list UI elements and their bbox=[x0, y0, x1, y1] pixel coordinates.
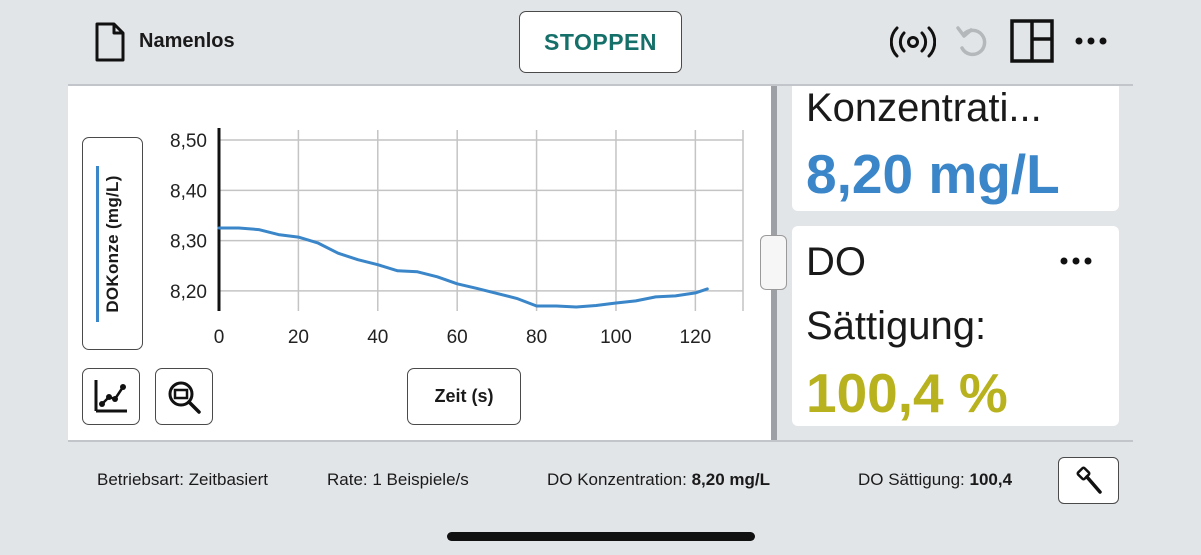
meter-more-icon[interactable] bbox=[1060, 256, 1092, 266]
splitter-handle[interactable] bbox=[760, 235, 787, 290]
status-saturation: DO Sättigung: 100,4 bbox=[858, 470, 1012, 490]
x-tick-label: 60 bbox=[447, 327, 468, 348]
x-tick-label: 40 bbox=[367, 327, 388, 348]
status-saturation-label: DO Sättigung: bbox=[858, 470, 965, 489]
x-tick-label: 100 bbox=[600, 327, 632, 348]
saturation-meter[interactable]: DO Sättigung: 100,4 % bbox=[792, 226, 1119, 426]
data-series-line bbox=[217, 226, 709, 309]
y-tick-label: 8,30 bbox=[170, 232, 207, 253]
saturation-label-line1: DO bbox=[806, 240, 866, 284]
file-name[interactable]: Namenlos bbox=[139, 30, 235, 52]
top-bar: Namenlos STOPPEN bbox=[0, 0, 1201, 84]
sensor-broadcast-icon[interactable] bbox=[890, 25, 936, 59]
status-rate: Rate: 1 Beispiele/s bbox=[327, 470, 469, 489]
concentration-label: Konzentrati... bbox=[806, 86, 1042, 130]
x-axis-selector-button[interactable]: Zeit (s) bbox=[407, 368, 521, 425]
x-tick-label: 20 bbox=[288, 327, 309, 348]
more-icon[interactable] bbox=[1075, 36, 1107, 46]
top-divider bbox=[68, 84, 1133, 86]
concentration-meter[interactable]: Konzentrati... 8,20 mg/L bbox=[792, 86, 1119, 211]
saturation-label-line2: Sättigung: bbox=[806, 304, 987, 348]
undo-icon[interactable] bbox=[955, 24, 989, 60]
zoom-button[interactable] bbox=[155, 368, 213, 425]
graph-panel: DOKonze (mg/L) 0 20 40 60 80 100 120 8,20 8,30 8,… bbox=[68, 86, 771, 440]
home-indicator[interactable] bbox=[447, 532, 755, 541]
y-tick-label: 8,40 bbox=[170, 181, 207, 202]
status-concentration: DO Konzentration: 8,20 mg/L bbox=[547, 470, 770, 490]
y-tick-label: 8,20 bbox=[170, 282, 207, 303]
y-tick-label: 8,50 bbox=[170, 131, 207, 152]
zoom-icon bbox=[168, 381, 201, 414]
x-tick-label: 0 bbox=[214, 327, 225, 348]
status-saturation-value: 100,4 bbox=[969, 470, 1013, 489]
bottom-divider bbox=[68, 440, 1133, 442]
status-concentration-label: DO Konzentration: bbox=[547, 470, 687, 489]
x-tick-label: 120 bbox=[680, 327, 712, 348]
graph-tools-icon bbox=[94, 379, 127, 412]
status-concentration-value: 8,20 mg/L bbox=[691, 470, 771, 489]
sensor-probe-icon bbox=[1076, 466, 1102, 494]
line-chart[interactable]: 0 20 40 60 80 100 120 8,20 8,30 8,40 8,50 bbox=[68, 86, 771, 440]
status-mode: Betriebsart: Zeitbasiert bbox=[97, 470, 269, 489]
saturation-value: 100,4 % bbox=[806, 362, 1008, 424]
sensor-pin-button[interactable] bbox=[1058, 457, 1119, 504]
stop-button[interactable]: STOPPEN bbox=[519, 11, 682, 73]
series-color-indicator bbox=[96, 166, 99, 322]
file-icon[interactable] bbox=[94, 22, 126, 62]
x-tick-label: 80 bbox=[526, 327, 547, 348]
y-axis-selector-button[interactable]: DOKonze (mg/L) bbox=[82, 137, 143, 350]
layout-icon[interactable] bbox=[1010, 19, 1054, 63]
graph-tools-button[interactable] bbox=[82, 368, 140, 425]
concentration-value: 8,20 mg/L bbox=[806, 143, 1060, 205]
